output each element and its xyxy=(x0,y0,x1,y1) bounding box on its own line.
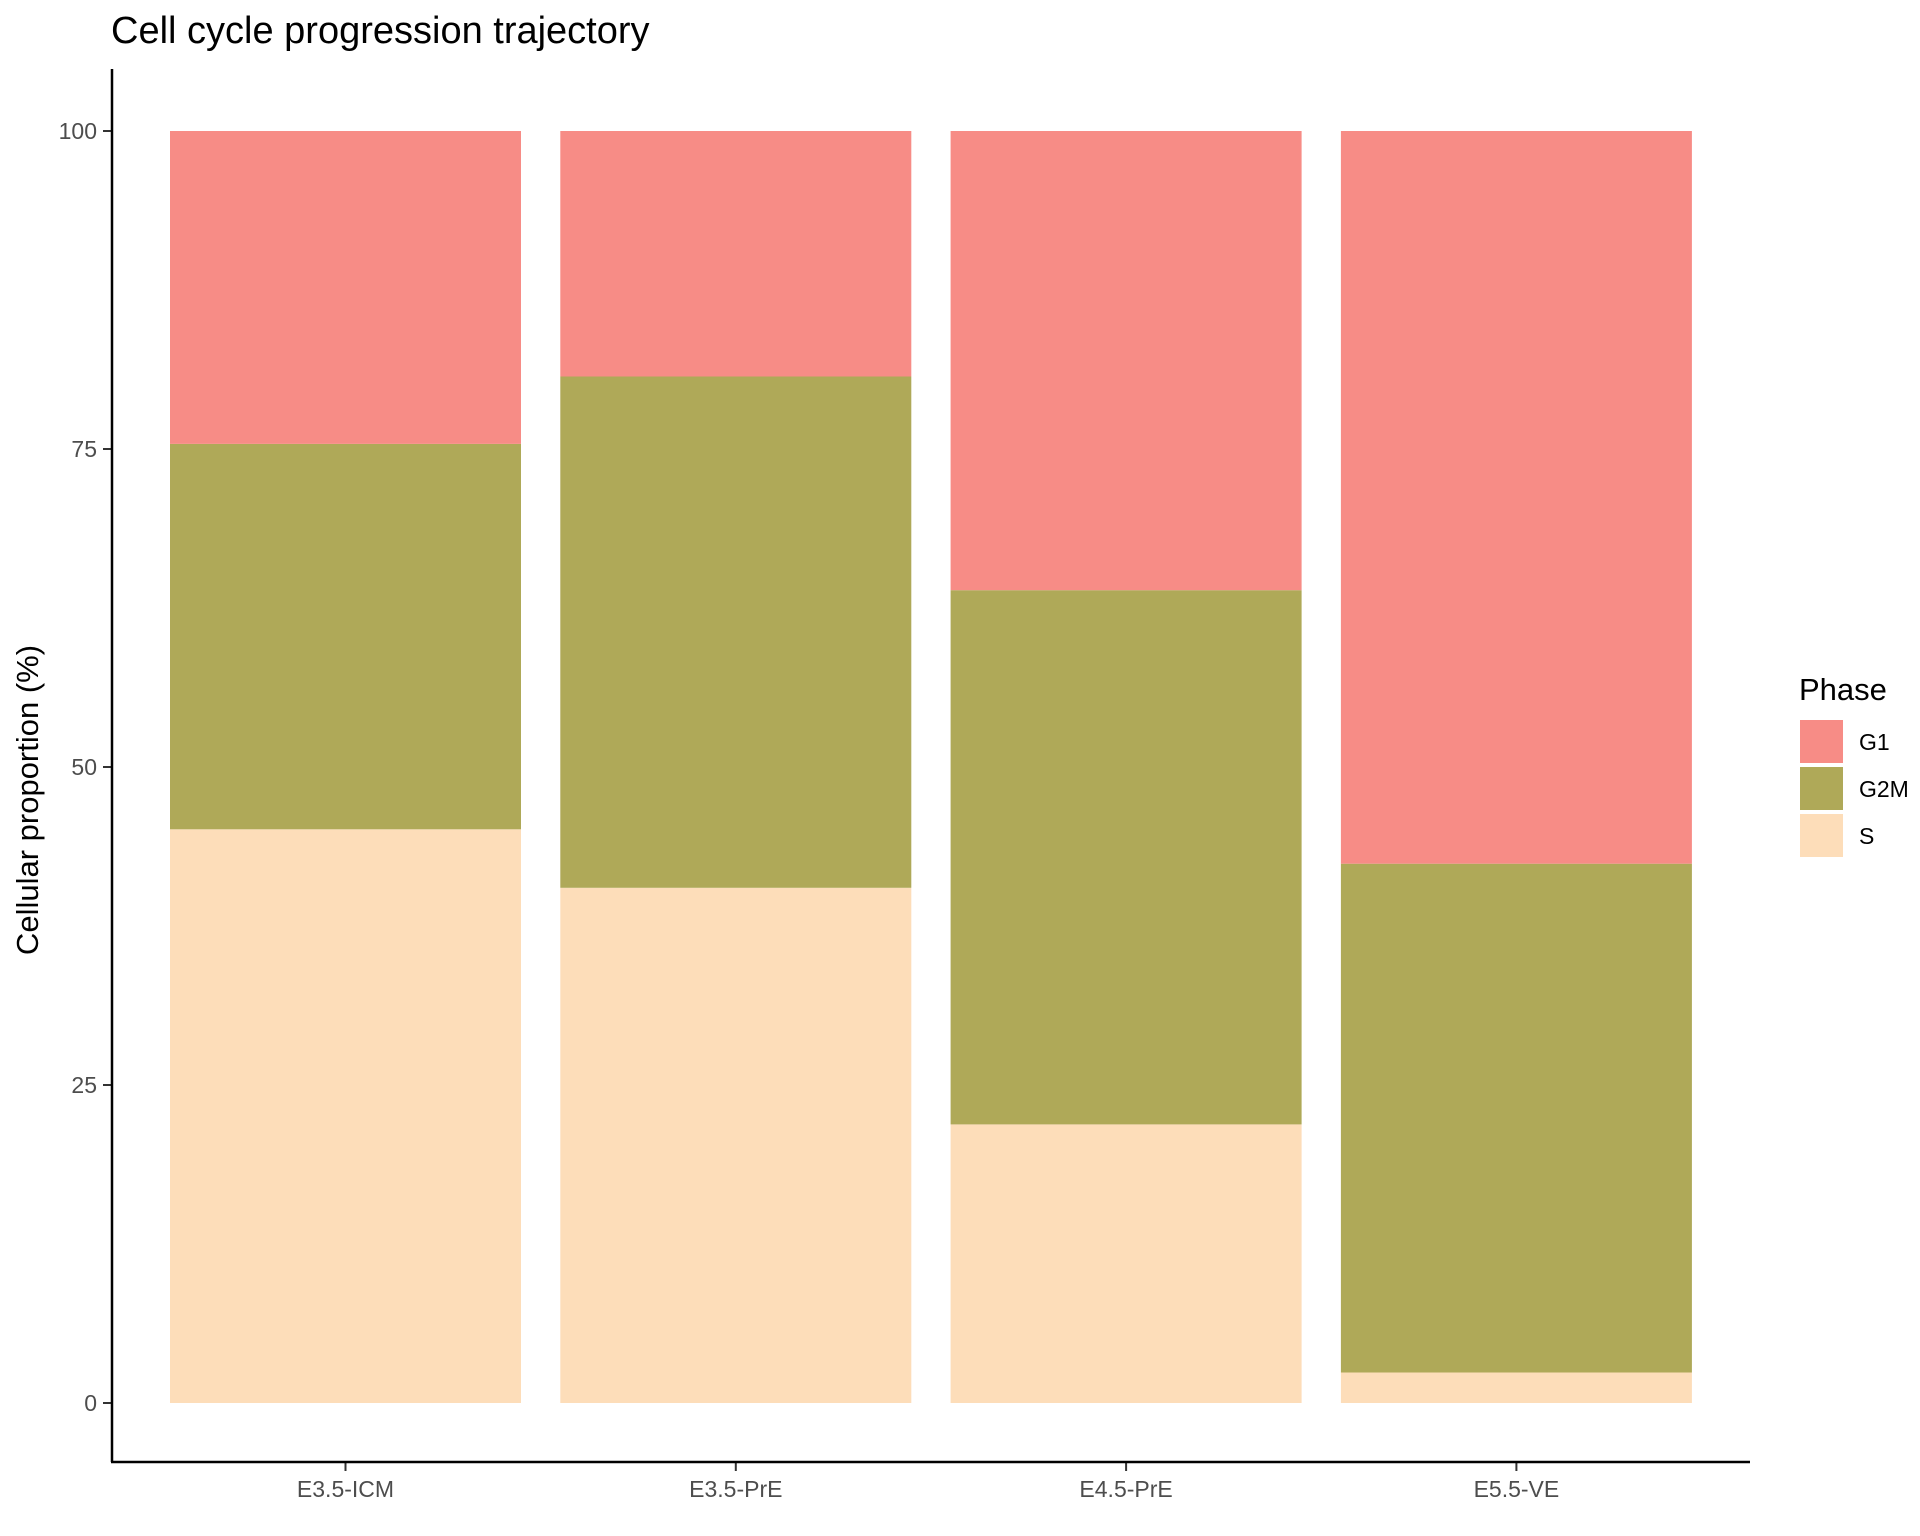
y-axis-title: Cellular proportion (%) xyxy=(10,645,45,955)
legend-key-s xyxy=(1800,814,1843,857)
x-tick-label: E3.5-PrE xyxy=(689,1476,782,1502)
x-tick-label: E5.5-VE xyxy=(1474,1476,1560,1502)
bar-segment-s-e4-5-pre xyxy=(950,1124,1302,1403)
y-tick-label: 0 xyxy=(84,1390,97,1416)
legend-label-g2m: G2M xyxy=(1859,776,1909,802)
bar-segment-g1-e3-5-icm xyxy=(170,131,521,444)
bar-segment-g2m-e3-5-pre xyxy=(560,376,912,888)
y-tick-label: 50 xyxy=(71,754,97,780)
chart-title: Cell cycle progression trajectory xyxy=(111,10,650,52)
y-tick-label: 75 xyxy=(71,436,97,462)
legend-label-s: S xyxy=(1859,823,1874,849)
y-tick-label: 100 xyxy=(59,118,97,144)
bar-segment-g1-e4-5-pre xyxy=(950,131,1302,591)
bar-segment-g1-e5-5-ve xyxy=(1340,131,1692,864)
legend-title: Phase xyxy=(1799,672,1887,707)
bar-segment-g2m-e4-5-pre xyxy=(950,590,1302,1125)
legend-label-g1: G1 xyxy=(1859,729,1890,755)
bar-segment-s-e3-5-pre xyxy=(560,887,912,1403)
bar-segment-g2m-e3-5-icm xyxy=(170,443,521,830)
bar-segment-g1-e3-5-pre xyxy=(560,131,912,377)
y-axis-ticks: 0 25 50 75 100 xyxy=(59,118,112,1416)
bar-segment-s-e3-5-icm xyxy=(170,829,521,1403)
legend: Phase G1 G2M S xyxy=(1799,672,1909,857)
y-tick-label: 25 xyxy=(71,1072,97,1098)
x-axis-ticks: E3.5-ICM E3.5-PrE E4.5-PrE E5.5-VE xyxy=(297,1462,1559,1502)
x-tick-label: E3.5-ICM xyxy=(297,1476,394,1502)
bar-segment-s-e5-5-ve xyxy=(1340,1372,1692,1403)
bar-segment-g2m-e5-5-ve xyxy=(1340,863,1692,1373)
bars-group xyxy=(170,131,1692,1403)
x-tick-label: E4.5-PrE xyxy=(1079,1476,1172,1502)
legend-key-g2m xyxy=(1800,767,1843,810)
legend-key-g1 xyxy=(1800,720,1843,763)
